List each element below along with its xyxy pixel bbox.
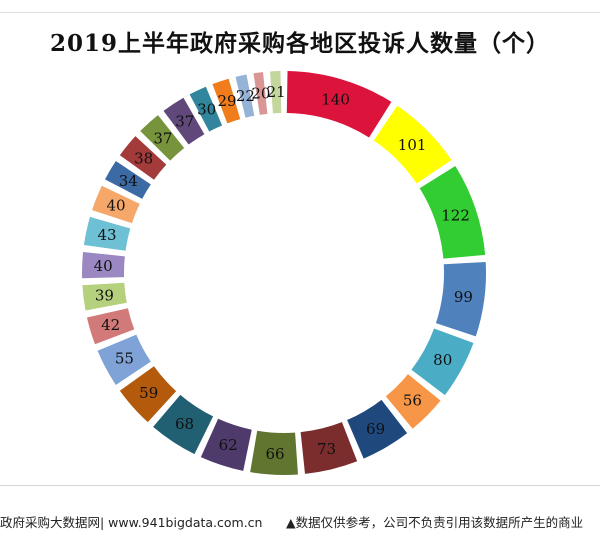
slice-value-label: 37 [175,113,194,131]
slice-value-label: 101 [398,136,427,154]
donut-slice [373,105,452,184]
donut-slice [97,334,151,385]
donut-slice [153,394,214,455]
top-divider [0,12,600,13]
donut-slice [189,86,223,132]
slice-value-label: 43 [97,226,116,244]
slice-value-label: 20 [251,84,270,102]
donut-slice [82,282,127,311]
slice-group [82,71,487,476]
slice-value-label: 56 [403,392,422,410]
footer: 政府采购大数据网| www.941bigdata.com.cn ▲数据仅供参考，… [0,512,600,534]
donut-slice [119,136,167,180]
slice-value-label: 21 [267,83,286,101]
donut-slice [411,328,474,396]
slice-value-label: 34 [119,172,138,190]
donut-slice [235,74,255,118]
donut-slice [270,71,282,114]
donut-slice [385,374,441,429]
donut-slice [250,430,298,476]
donut-slice [92,185,140,224]
footer-source: 政府采购大数据网| www.941bigdata.com.cn [0,515,263,530]
slice-value-label: 40 [106,197,125,215]
donut-slice [435,261,487,337]
slice-value-label: 66 [265,445,284,463]
slice-value-label: 73 [317,440,336,458]
donut-slice [300,422,358,474]
slice-value-label: 99 [454,288,473,306]
slice-value-label: 39 [95,286,114,304]
donut-slice [83,216,131,251]
slice-value-label: 42 [101,316,120,334]
slice-value-label: 40 [94,257,113,275]
slice-value-label: 29 [218,92,237,110]
donut-slice [212,78,241,124]
footer-divider [0,485,600,486]
slice-value-label: 122 [441,206,470,224]
donut-slice [86,308,135,345]
donut-slice [140,115,185,161]
donut-slice [253,72,268,115]
donut-slice [286,71,392,138]
slice-value-label: 62 [219,436,238,454]
donut-slice [163,97,205,145]
chart-title: 2019上半年政府采购各地区投诉人数量（个） [49,30,550,57]
slice-value-label: 22 [236,87,255,105]
donut-slice [419,165,486,259]
slice-value-label: 68 [175,415,194,433]
slice-value-label: 69 [366,420,385,438]
donut-slice [105,161,151,199]
donut-slice [119,366,177,423]
label-group: 140 101 122 99 80 56 69 73 66 62 68 59 55 42 39 40 43 40 3… [94,83,473,463]
footer-disclaimer: ▲数据仅供参考，公司不负责引用该数据所产生的商业 [286,515,584,530]
slice-value-label: 38 [134,150,153,168]
slice-value-label: 140 [321,91,350,109]
slice-value-label: 55 [115,349,134,367]
slice-value-label: 37 [153,129,172,147]
donut-slice [347,399,408,459]
slice-value-label: 80 [433,351,452,369]
donut-slice [82,251,125,279]
slice-value-label: 30 [197,100,216,118]
slice-value-label: 59 [139,384,158,402]
donut-slice [200,418,252,471]
